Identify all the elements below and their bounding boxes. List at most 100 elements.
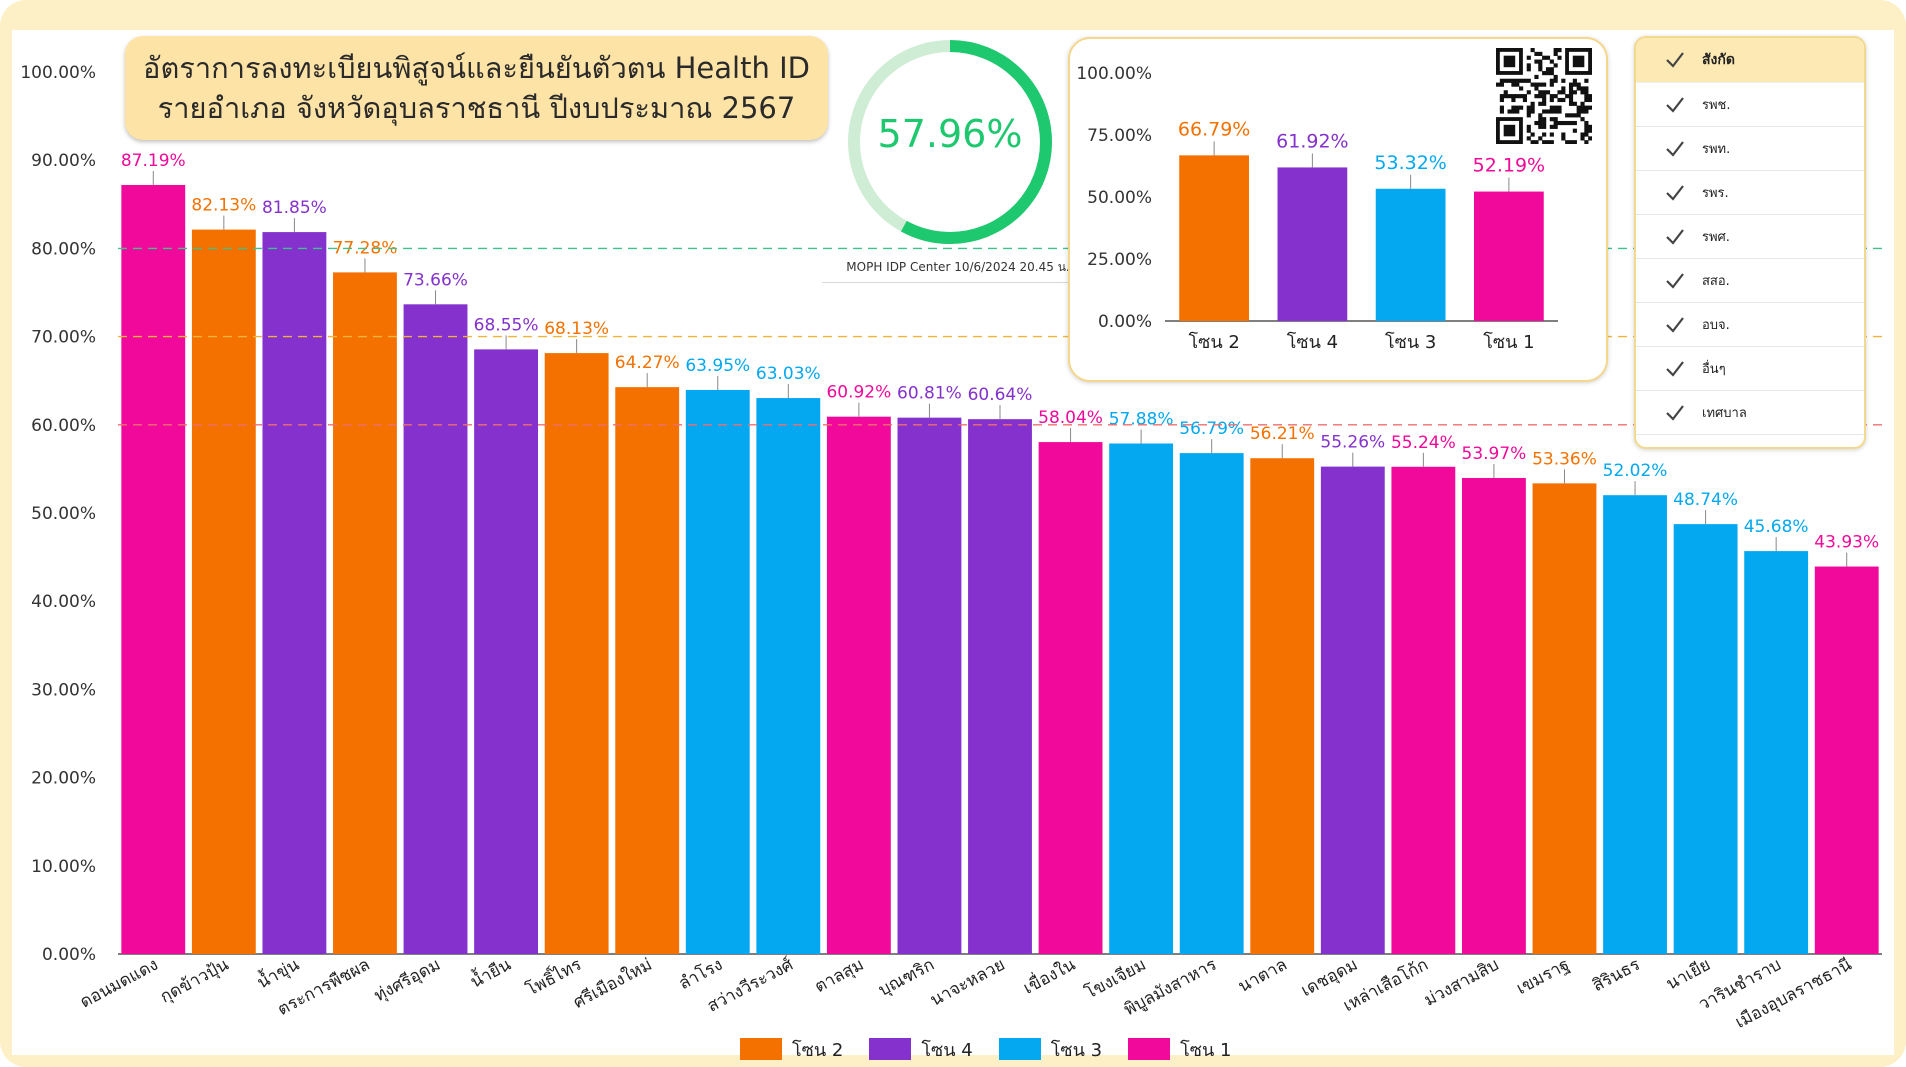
bar	[968, 419, 1032, 954]
qr-module	[1580, 86, 1585, 91]
bar	[1744, 551, 1809, 954]
bar	[1603, 495, 1667, 954]
bar	[826, 416, 891, 954]
bar	[1814, 566, 1879, 954]
qr-code-icon[interactable]	[1496, 48, 1592, 144]
check-icon[interactable]	[1664, 226, 1686, 248]
qr-module	[1538, 94, 1543, 99]
bar	[615, 387, 680, 954]
data-label: 64.27%	[615, 353, 680, 373]
qr-module	[1534, 74, 1539, 80]
filter-option[interactable]: รพร.	[1636, 171, 1864, 215]
qr-module	[1557, 120, 1562, 126]
qr-module	[1553, 63, 1558, 68]
qr-module	[1568, 86, 1574, 91]
check-icon[interactable]	[1664, 49, 1686, 71]
filter-option[interactable]: อื่นๆ	[1636, 347, 1864, 391]
qr-module	[1580, 109, 1585, 114]
x-tick-label: เมืองอุบลราชธานี	[1732, 955, 1855, 1033]
check-icon[interactable]	[1664, 138, 1686, 160]
filter-option[interactable]: สสอ.	[1636, 259, 1864, 303]
filter-option[interactable]: อบจ.	[1636, 303, 1864, 347]
qr-module	[1549, 94, 1554, 99]
qr-module	[1499, 109, 1504, 114]
qr-module	[1584, 109, 1589, 114]
inset-x-tick-label: โซน 3	[1385, 331, 1436, 353]
qr-module	[1515, 105, 1520, 110]
legend-item[interactable]: โซน 1	[1128, 1035, 1232, 1064]
qr-module	[1580, 117, 1585, 122]
check-icon[interactable]	[1664, 94, 1686, 116]
qr-module	[1584, 105, 1589, 110]
qr-module	[1553, 94, 1558, 99]
filter-option-label: รพท.	[1702, 142, 1731, 157]
data-label: 53.36%	[1532, 449, 1597, 469]
filter-option[interactable]: รพศ.	[1636, 215, 1864, 259]
bar	[1320, 466, 1385, 954]
x-tick-label: นาจะหลวย	[927, 955, 1008, 1011]
qr-module	[1561, 78, 1566, 83]
qr-module	[1584, 86, 1589, 91]
check-icon[interactable]	[1664, 314, 1686, 336]
data-label: 56.79%	[1179, 419, 1244, 439]
legend-item[interactable]: โซน 4	[869, 1035, 973, 1064]
qr-module	[1534, 140, 1539, 144]
qr-module	[1526, 136, 1531, 141]
qr-module	[1584, 97, 1589, 103]
qr-module	[1538, 101, 1543, 106]
data-label: 63.03%	[756, 364, 821, 384]
qr-module	[1553, 120, 1558, 126]
qr-module	[1526, 67, 1531, 72]
qr-module	[1549, 105, 1554, 110]
qr-module	[1549, 82, 1554, 87]
qr-module	[1538, 51, 1543, 56]
x-tick-label: ทุ่งศรีอุดม	[371, 955, 444, 1006]
chart-legend: โซน 2 โซน 4 โซน 3 โซน 1	[740, 1036, 1258, 1062]
qr-module	[1549, 109, 1554, 114]
legend-item[interactable]: โซน 2	[740, 1035, 843, 1064]
legend-item[interactable]: โซน 3	[998, 1035, 1102, 1064]
qr-module	[1542, 82, 1547, 87]
check-icon[interactable]	[1664, 358, 1686, 380]
qr-module	[1542, 90, 1547, 95]
qr-module	[1565, 113, 1570, 118]
check-icon[interactable]	[1664, 402, 1686, 424]
y-tick-label: 10.00%	[31, 857, 96, 877]
filter-option[interactable]: รพช.	[1636, 83, 1864, 127]
filter-list: รพช. รพท. รพร. รพศ. สสอ. อบจ. อื่นๆเทศบาล	[1636, 83, 1864, 435]
filter-option[interactable]: เทศบาล	[1636, 391, 1864, 435]
qr-module	[1530, 132, 1535, 137]
qr-module	[1584, 78, 1589, 83]
legend-label: โซน 4	[921, 1039, 973, 1061]
check-icon[interactable]	[1664, 270, 1686, 292]
qr-module	[1580, 101, 1585, 106]
qr-finder-core	[1572, 55, 1585, 68]
qr-module	[1534, 94, 1539, 99]
qr-module	[1565, 94, 1570, 99]
qr-module	[1584, 128, 1589, 133]
legend-label: โซน 1	[1180, 1039, 1232, 1061]
qr-module	[1557, 90, 1562, 95]
qr-module	[1515, 109, 1520, 114]
data-label: 81.85%	[262, 198, 327, 218]
data-label: 73.66%	[403, 270, 468, 290]
gauge-arc	[848, 40, 1052, 244]
qr-module	[1568, 90, 1574, 95]
qr-module	[1545, 55, 1551, 60]
qr-module	[1549, 124, 1554, 129]
filter-option[interactable]: รพท.	[1636, 127, 1864, 171]
qr-module	[1538, 82, 1543, 87]
filter-header[interactable]: สังกัด	[1636, 38, 1864, 83]
qr-module	[1584, 140, 1589, 144]
filter-option-label: เทศบาล	[1702, 406, 1747, 421]
title-line-1: อัตราการลงทะเบียนพิสูจน์และยืนยันตัวตน H…	[143, 51, 810, 85]
check-icon[interactable]	[1664, 182, 1686, 204]
x-tick-label: ม่วงสามสิบ	[1421, 955, 1502, 1011]
y-tick-label: 40.00%	[31, 592, 96, 612]
y-tick-label: 100.00%	[20, 63, 96, 83]
qr-module	[1530, 48, 1535, 53]
data-label: 53.97%	[1462, 444, 1527, 464]
qr-module	[1538, 90, 1543, 95]
qr-finder-core	[1503, 124, 1516, 137]
